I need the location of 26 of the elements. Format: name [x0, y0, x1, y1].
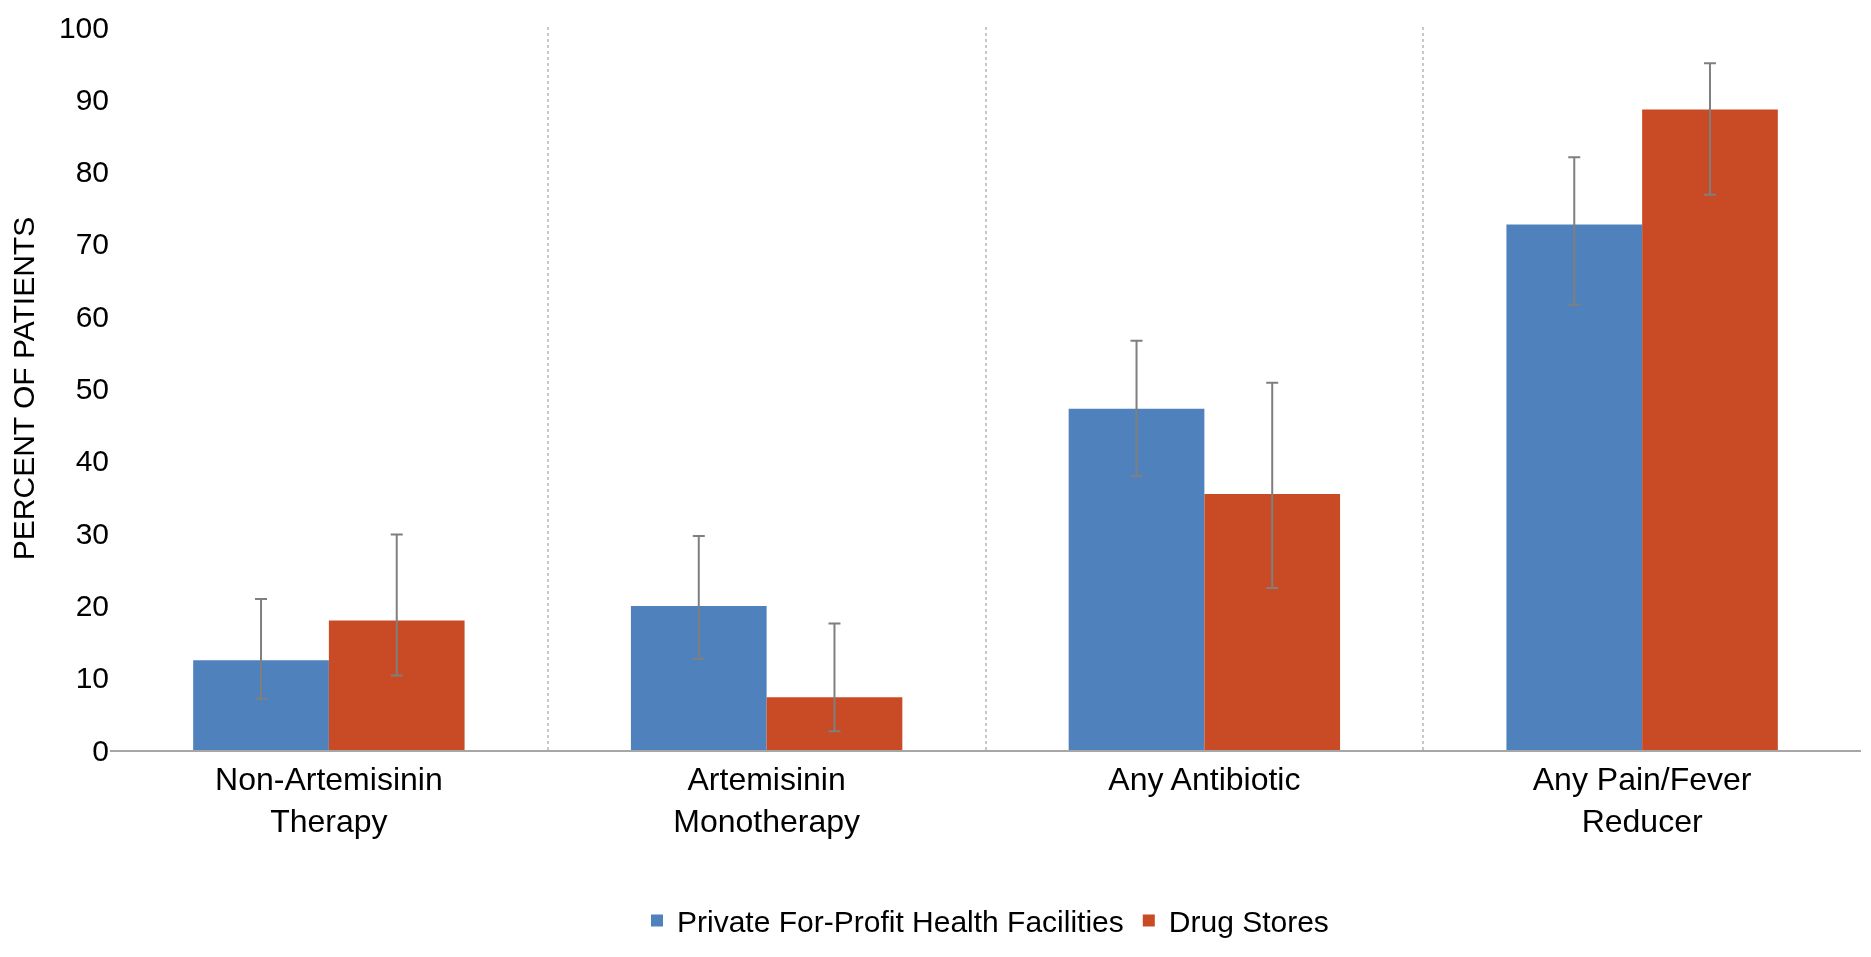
y-tick-label: 60 [75, 299, 109, 333]
y-tick-label: 10 [75, 661, 109, 695]
y-tick-label: 90 [75, 82, 109, 116]
bar [328, 620, 465, 750]
y-tick-label: 70 [75, 227, 109, 261]
x-tick-label: Any Pain/Fever Reducer [1532, 761, 1752, 839]
y-tick-label: 40 [75, 444, 109, 478]
legend-label: Drug Stores [1168, 905, 1329, 939]
bar [1068, 408, 1205, 750]
bar [1506, 224, 1643, 750]
bar [766, 697, 903, 750]
y-tick-label: 20 [75, 588, 109, 622]
x-tick-label: Artemisinin Monotherapy [673, 761, 861, 839]
y-tick-label: 0 [92, 733, 109, 767]
y-tick-label: 80 [75, 155, 109, 189]
y-axis-title: PERCENT OF PATIENTS [6, 216, 40, 561]
y-tick-label: 50 [75, 372, 109, 405]
y-tick-label: 100 [58, 10, 109, 44]
bar [1642, 109, 1778, 750]
legend-label: Private For-Profit Health Facilities [677, 905, 1124, 939]
x-tick-label: Non-Artemisinin Therapy [215, 761, 443, 839]
x-tick-label: Any Antibiotic [1108, 761, 1301, 798]
bar [1204, 494, 1341, 750]
bar [630, 606, 767, 750]
y-tick-label: 30 [75, 516, 109, 550]
bar [193, 660, 329, 750]
